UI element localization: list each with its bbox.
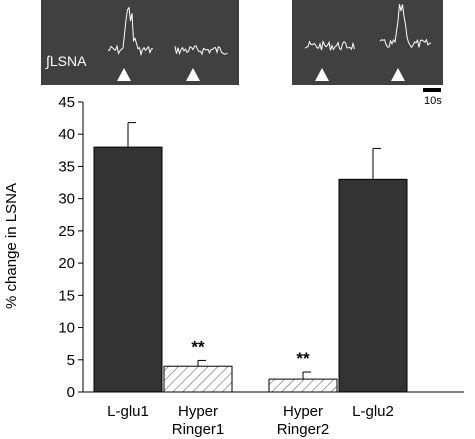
bar <box>338 178 408 393</box>
category-label: L-glu2 <box>352 403 394 420</box>
category-label: Hyper <box>178 403 218 420</box>
y-tick-label: 30 <box>58 191 75 208</box>
significance-marker: ** <box>296 349 310 368</box>
y-tick-label: 5 <box>67 352 75 369</box>
bar <box>268 378 338 393</box>
bar <box>93 146 163 393</box>
y-tick-label: 25 <box>58 223 75 240</box>
stimulus-arrow <box>117 68 131 81</box>
y-axis-title: % change in LSNA <box>3 183 20 309</box>
category-label: Ringer1 <box>172 421 225 438</box>
lsna-recording-inset: ∫LSNA 10s <box>41 0 443 107</box>
stimulus-markers <box>117 68 405 81</box>
y-tick-label: 0 <box>67 384 75 401</box>
scale-bar <box>423 88 441 92</box>
lsna-trace <box>304 39 355 51</box>
lsna-trace <box>379 3 432 49</box>
recording-panel-left <box>41 0 239 85</box>
y-tick-label: 10 <box>58 320 75 337</box>
stimulus-arrow <box>391 68 405 81</box>
lsna-traces <box>107 3 432 57</box>
trace-label: ∫LSNA <box>45 53 87 69</box>
category-label: L-glu1 <box>107 403 149 420</box>
bar <box>163 365 233 393</box>
y-tick-label: 45 <box>58 94 75 111</box>
lsna-trace <box>174 45 228 56</box>
lsna-trace <box>107 6 153 57</box>
scale-bar-label: 10s <box>424 95 442 107</box>
category-label: Hyper <box>283 403 323 420</box>
significance-marker: ** <box>191 337 205 356</box>
y-tick-label: 15 <box>58 287 75 304</box>
y-tick-label: 35 <box>58 158 75 175</box>
stimulus-arrow <box>186 68 200 81</box>
y-tick-label: 40 <box>58 126 75 143</box>
category-label: Ringer2 <box>277 421 330 438</box>
y-tick-label: 20 <box>58 255 75 272</box>
bars: ** ** <box>93 122 408 393</box>
stimulus-arrow <box>315 68 329 81</box>
